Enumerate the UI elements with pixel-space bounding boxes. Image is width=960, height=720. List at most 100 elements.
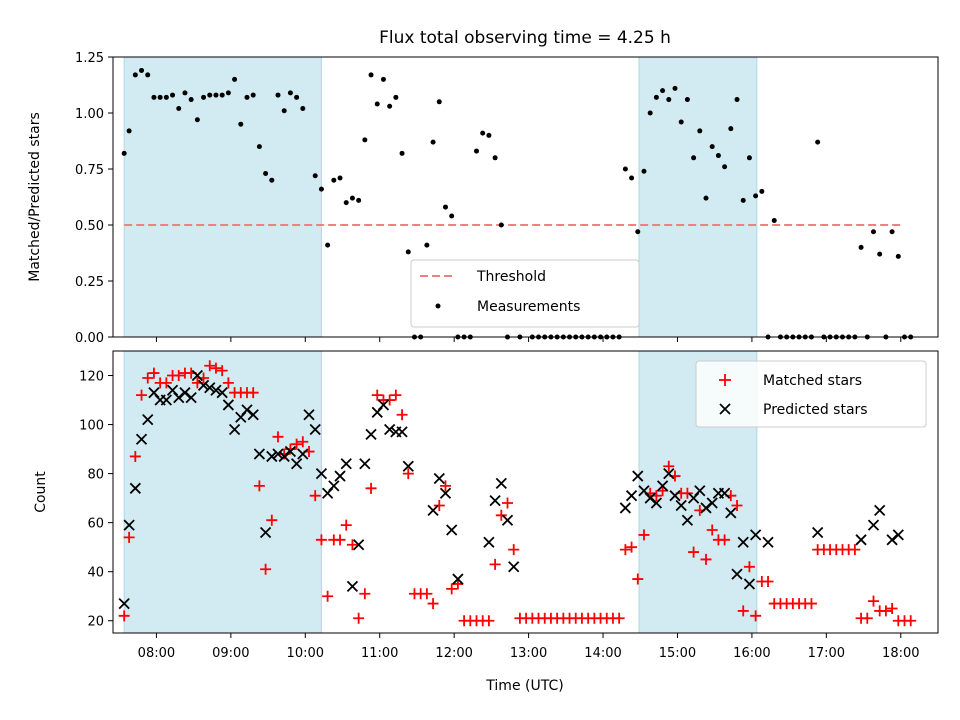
measurement-point: [393, 94, 399, 100]
matched-star-point: [247, 387, 259, 399]
x-tick-label: 10:00: [287, 646, 324, 661]
predicted-star-point: [855, 534, 867, 546]
predicted-star-point: [886, 534, 898, 546]
matched-star-point: [867, 595, 879, 607]
matched-star-point: [204, 360, 216, 372]
matched-star-point: [743, 561, 755, 573]
matched-star-point: [427, 598, 439, 610]
predicted-star-point: [278, 450, 290, 463]
predicted-star-point: [328, 480, 340, 492]
matched-star-point: [489, 558, 501, 570]
ratio-y-tick-label: 0.75: [75, 163, 104, 178]
measurement-point: [219, 92, 225, 98]
predicted-legend-label: Predicted stars: [763, 402, 868, 418]
ratio-y-axis-label: Matched/Predicted stars: [27, 112, 43, 282]
threshold-legend-label: Threshold: [476, 269, 546, 285]
matched-star-point: [439, 480, 451, 492]
ratio-y-ticks: 0.00 0.25 0.50 0.75 1.00 1.25: [75, 51, 113, 346]
measurement-point: [151, 94, 157, 100]
measurement-point: [728, 126, 734, 132]
measurement-point: [256, 144, 262, 150]
measurement-point: [740, 197, 746, 203]
matched-star-point: [632, 573, 644, 585]
predicted-star-point: [619, 502, 632, 514]
predicted-star-point: [228, 423, 241, 436]
predicted-stars-points: [118, 369, 904, 610]
predicted-star-point: [749, 529, 762, 541]
matched-star-point: [421, 588, 433, 600]
predicted-star-point: [340, 458, 352, 470]
measurement-point: [895, 253, 901, 259]
measurement-point: [684, 97, 690, 103]
predicted-star-point: [495, 477, 507, 490]
ratio-y-tick-label: 0.00: [75, 331, 104, 346]
measurement-point: [436, 99, 442, 105]
measurement-point: [703, 195, 709, 201]
measurement-point: [877, 251, 883, 257]
predicted-star-point: [489, 494, 501, 507]
matched-star-point: [706, 524, 718, 536]
matched-star-point: [731, 499, 743, 511]
measurement-point: [176, 106, 182, 112]
matched-star-point: [309, 490, 321, 502]
x-tick-label: 09:00: [212, 646, 249, 661]
matched-star-point: [371, 389, 383, 401]
measurement-point: [318, 186, 324, 192]
count-y-ticks: 20 40 60 80 100 120: [79, 370, 113, 630]
predicted-star-point: [266, 450, 278, 463]
predicted-star-point: [346, 580, 359, 593]
count-panel: 20 40 60 80 100 120 08:00 09:00 10:00 11:00 12:00…: [33, 350, 939, 694]
matched-star-point: [849, 544, 861, 556]
matched-star-point: [638, 529, 650, 541]
measurement-point: [207, 92, 213, 98]
measurement-point: [121, 150, 127, 156]
predicted-star-point: [681, 514, 694, 526]
predicted-star-point: [501, 514, 514, 526]
measurement-point: [660, 88, 666, 94]
measurement-point: [387, 103, 393, 109]
measurement-point: [238, 121, 244, 127]
predicted-star-point: [118, 597, 130, 610]
measurement-point: [312, 173, 318, 179]
predicted-star-point: [675, 499, 687, 512]
count-y-tick-label: 100: [79, 419, 104, 434]
measurement-point: [356, 197, 362, 203]
predicted-star-point: [123, 519, 135, 531]
measurement-point: [771, 218, 777, 224]
matched-star-point: [253, 480, 265, 492]
predicted-star-point: [210, 384, 222, 396]
predicted-star-point: [216, 387, 228, 399]
measurements-legend-label: Measurements: [477, 299, 580, 315]
measurement-point: [343, 200, 349, 206]
measurement-point: [331, 177, 337, 183]
x-tick-label: 14:00: [584, 646, 621, 661]
predicted-star-point: [632, 470, 644, 482]
predicted-star-point: [731, 568, 743, 580]
measurement-point: [647, 110, 653, 116]
measurement-point: [753, 193, 759, 199]
measurement-point: [182, 90, 188, 96]
predicted-star-point: [334, 470, 346, 482]
predicted-star-point: [179, 387, 191, 399]
matched-star-point: [334, 534, 346, 546]
matched-star-point: [433, 499, 445, 511]
predicted-star-point: [644, 492, 656, 504]
predicted-star-point: [439, 487, 452, 499]
predicted-star-point: [402, 460, 414, 472]
predicted-star-point: [222, 399, 235, 411]
measurement-point: [213, 92, 219, 98]
predicted-star-point: [384, 423, 396, 436]
count-legend: Matched stars Predicted stars: [695, 360, 927, 428]
count-legend-box: [695, 360, 927, 428]
matched-star-point: [384, 394, 396, 406]
predicted-star-point: [706, 497, 718, 509]
measurement-point: [374, 101, 380, 107]
matched-star-point: [396, 409, 408, 421]
measurement-point: [486, 132, 492, 138]
matched-star-point: [322, 590, 334, 602]
predicted-star-point: [725, 507, 737, 519]
measurement-point: [424, 242, 430, 248]
x-tick-label: 11:00: [361, 646, 398, 661]
matched-star-point: [737, 605, 749, 617]
